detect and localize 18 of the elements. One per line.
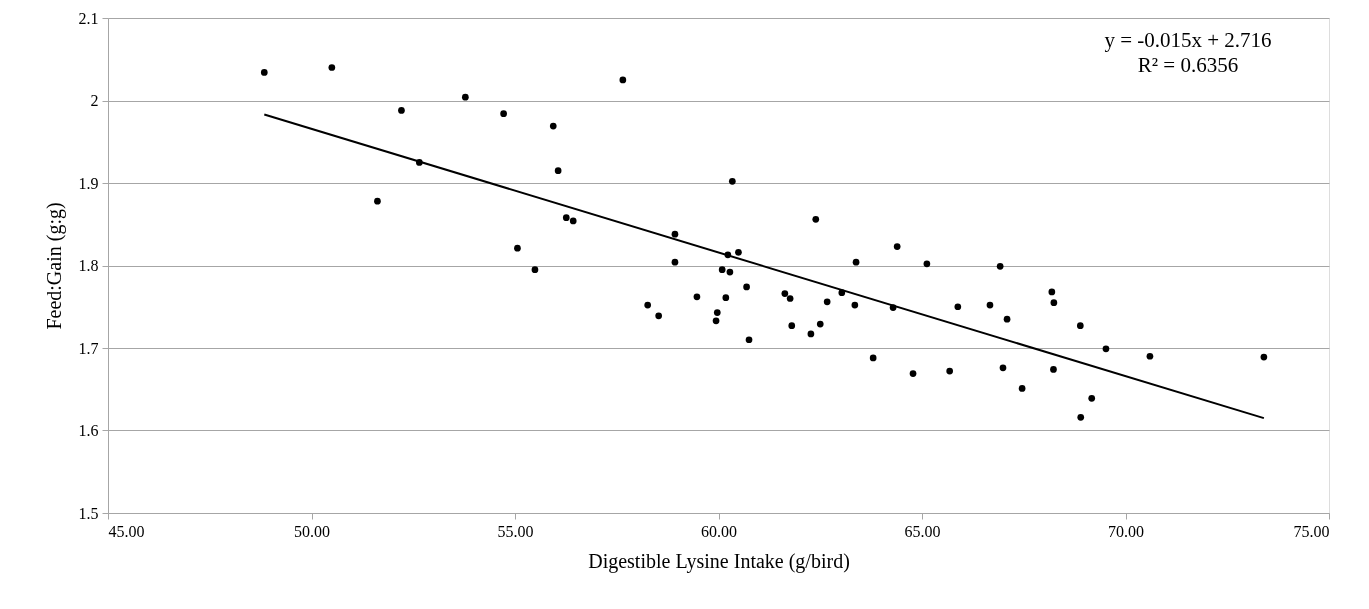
- y-axis-title: Feed:Gain (g:g): [42, 202, 66, 330]
- y-tick-label: 1.7: [78, 339, 99, 357]
- x-tick-label: 55.00: [497, 522, 534, 540]
- y-tick-label: 2: [90, 92, 99, 109]
- annotation: R² = 0.6356: [1137, 53, 1239, 77]
- x-tick-label: 45.00: [108, 522, 145, 540]
- x-tick-label: 60.00: [701, 522, 737, 540]
- x-tick-label: 65.00: [904, 522, 941, 540]
- y-tick-label: 1.8: [78, 257, 99, 274]
- y-tick-label: 2.1: [78, 9, 99, 27]
- y-tick-label: 1.6: [78, 422, 99, 439]
- x-tick-label: 70.00: [1108, 522, 1144, 540]
- x-axis-title: Digestible Lysine Intake (g/bird): [588, 549, 850, 573]
- x-tick-label: 50.00: [294, 522, 330, 540]
- annotation: y = -0.015x + 2.716: [1104, 28, 1272, 52]
- x-tick-label: 75.00: [1293, 522, 1330, 540]
- y-tick-label: 1.9: [78, 174, 99, 192]
- y-tick-label: 1.5: [78, 504, 99, 522]
